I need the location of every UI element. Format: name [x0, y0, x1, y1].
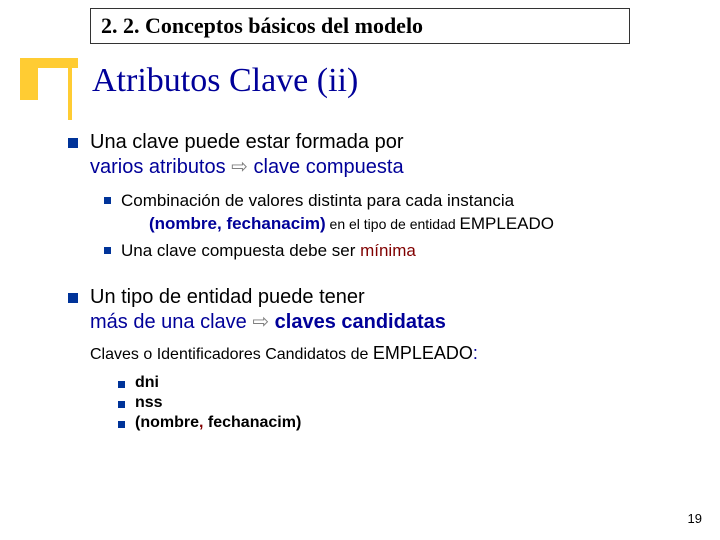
sub1-line2: (nombre, fechanacim) en el tipo de entid… [121, 213, 554, 236]
arrow-icon: ⇨ [252, 311, 269, 333]
sub1-empleado: EMPLEADO [460, 214, 554, 233]
candidate-3-text: (nombre, fechanacim) [135, 414, 301, 432]
accent-block-top [38, 58, 78, 68]
content-area: Una clave puede estar formada por varios… [68, 130, 698, 434]
sub2-text-a: Una clave compuesta debe ser [121, 241, 360, 260]
candidate-1: dni [118, 374, 698, 392]
sub-bullet-2-text: Una clave compuesta debe ser mínima [121, 240, 416, 263]
bullet-1-text: Una clave puede estar formada por varios… [90, 130, 404, 180]
accent-vertical-line [68, 68, 72, 120]
bullet-1-line1: Una clave puede estar formada por [90, 131, 404, 153]
bullet-square-icon [118, 421, 125, 428]
c3-fecha: fechanacim) [203, 414, 301, 431]
sub1-line1: Combinación de valores distinta para cad… [121, 190, 554, 213]
sub-bullets-1: Combinación de valores distinta para cad… [104, 190, 698, 263]
candidate-2-text: nss [135, 394, 163, 412]
bullet-2-text: Un tipo de entidad puede tener más de un… [90, 285, 446, 335]
bullet-2-mas: más de una clave [90, 311, 252, 333]
sub1-entype: en el tipo de entidad [326, 216, 460, 232]
claves-empleado: EMPLEADO [373, 343, 473, 363]
c3-nombre: (nombre [135, 414, 199, 431]
sub-bullet-2: Una clave compuesta debe ser mínima [104, 240, 698, 263]
candidate-1-text: dni [135, 374, 159, 392]
claves-line: Claves o Identificadores Candidatos de E… [90, 343, 698, 364]
bullet-1: Una clave puede estar formada por varios… [68, 130, 698, 180]
bullet-2-line1: Un tipo de entidad puede tener [90, 286, 365, 308]
candidate-list: dni nss (nombre, fechanacim) [118, 374, 698, 432]
claves-text-a: Claves o Identificadores Candidatos de [90, 346, 373, 363]
bullet-square-icon [68, 293, 78, 303]
candidate-3: (nombre, fechanacim) [118, 414, 698, 432]
section-header: 2. 2. Conceptos básicos del modelo [101, 13, 423, 39]
candidate-2: nss [118, 394, 698, 412]
accent-block-left [20, 58, 38, 100]
bullet-1-varios: varios atributos [90, 156, 231, 178]
section-header-box: 2. 2. Conceptos básicos del modelo [90, 8, 630, 44]
sub-bullet-1: Combinación de valores distinta para cad… [104, 190, 698, 236]
claves-colon: : [473, 343, 478, 363]
bullet-2-candidatas: claves candidatas [269, 311, 446, 333]
page-number: 19 [688, 511, 702, 526]
bullet-2: Un tipo de entidad puede tener más de un… [68, 285, 698, 335]
arrow-icon: ⇨ [231, 156, 248, 178]
sub1-tuple: (nombre, fechanacim) [149, 214, 326, 233]
bullet-1-clave: clave compuesta [248, 156, 404, 178]
bullet-square-icon [118, 381, 125, 388]
bullet-square-icon [104, 247, 111, 254]
bullet-square-icon [118, 401, 125, 408]
bullet-square-icon [104, 197, 111, 204]
bullet-square-icon [68, 138, 78, 148]
sub-bullet-1-text: Combinación de valores distinta para cad… [121, 190, 554, 236]
slide-title: Atributos Clave (ii) [92, 62, 358, 100]
sub2-minima: mínima [360, 241, 416, 260]
